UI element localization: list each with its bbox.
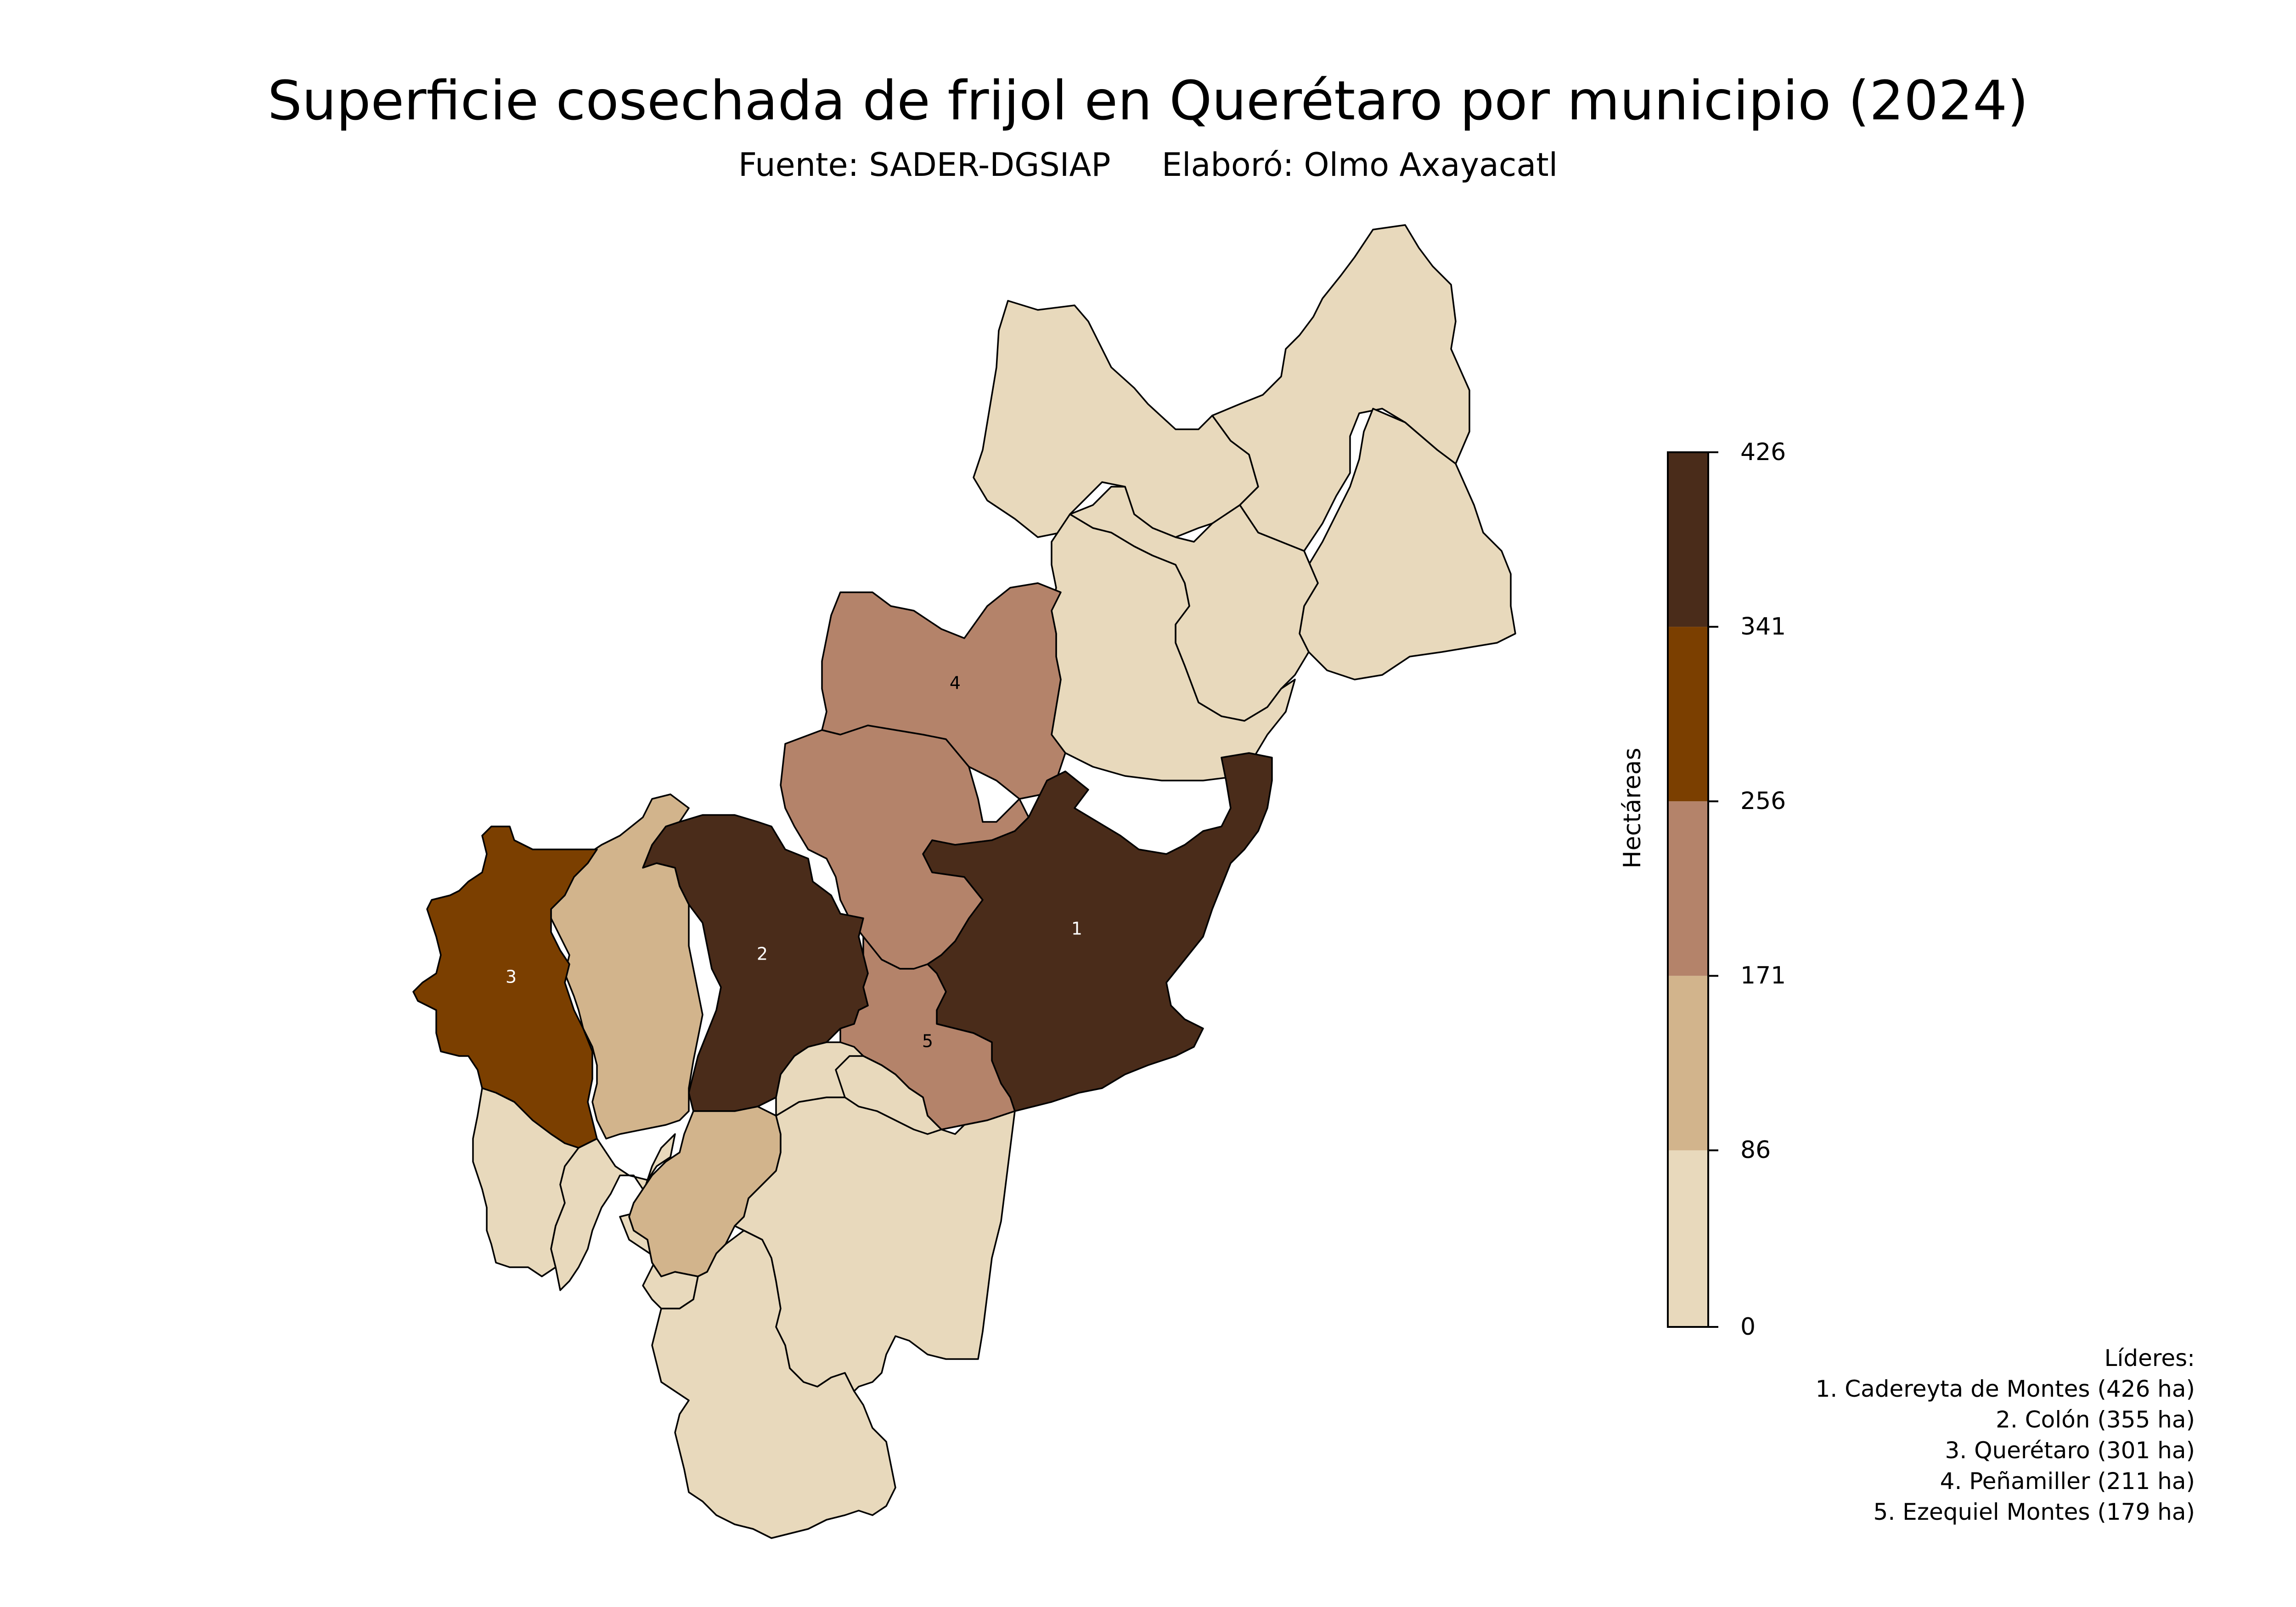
region-penamiller[interactable] bbox=[821, 582, 1066, 800]
region-cadereyta[interactable] bbox=[922, 752, 1273, 1112]
colorbar-segment-4 bbox=[1668, 627, 1708, 802]
region-label-5: 5 bbox=[922, 1031, 933, 1051]
legend-title: Hectáreas bbox=[1619, 747, 1646, 869]
colorbar-segment-2 bbox=[1668, 976, 1708, 1151]
colorbar-segment-1 bbox=[1668, 1150, 1708, 1327]
leader-item-3: 3. Querétaro (301 ha) bbox=[1945, 1437, 2195, 1464]
map-subtitle: Fuente: SADER-DGSIAP Elaboró: Olmo Axaya… bbox=[0, 146, 2296, 184]
leaders-heading: Líderes: bbox=[2104, 1345, 2195, 1371]
colorbar-tick-label: 0 bbox=[1740, 1313, 1756, 1341]
colorbar-tick-label: 86 bbox=[1740, 1136, 1771, 1164]
author-text: Elaboró: Olmo Axayacatl bbox=[1161, 146, 1558, 184]
leader-item-2: 2. Colón (355 ha) bbox=[1996, 1406, 2195, 1433]
region-label-4: 4 bbox=[950, 673, 961, 693]
leader-item-5: 5. Ezequiel Montes (179 ha) bbox=[1873, 1499, 2195, 1525]
source-text: Fuente: SADER-DGSIAP bbox=[738, 146, 1111, 184]
map-title: Superficie cosechada de frijol en Querét… bbox=[267, 69, 2029, 132]
colorbar-tick-label: 256 bbox=[1740, 787, 1786, 815]
colorbar-tick-label: 426 bbox=[1740, 438, 1786, 466]
region-label-1: 1 bbox=[1071, 919, 1082, 939]
region-corregidora[interactable] bbox=[472, 1087, 580, 1277]
leaders-list: Líderes: 1. Cadereyta de Montes (426 ha)… bbox=[1816, 1343, 2195, 1528]
colorbar-tick-label: 171 bbox=[1740, 962, 1786, 990]
region-label-2: 2 bbox=[757, 944, 768, 964]
leader-item-4: 4. Peñamiller (211 ha) bbox=[1940, 1468, 2195, 1495]
region-arroyo-seco[interactable] bbox=[1211, 224, 1470, 552]
leader-item-1: 1. Cadereyta de Montes (426 ha) bbox=[1815, 1376, 2195, 1402]
colorbar-tick-label: 341 bbox=[1740, 613, 1786, 641]
region-colon-south[interactable] bbox=[835, 1055, 942, 1135]
colorbar bbox=[1667, 451, 1718, 1328]
colorbar-outline bbox=[1667, 451, 1709, 1328]
colorbar-segment-5 bbox=[1668, 452, 1708, 627]
region-label-3: 3 bbox=[506, 967, 517, 987]
colorbar-segment-3 bbox=[1668, 801, 1708, 976]
region-landa[interactable] bbox=[1299, 408, 1516, 680]
